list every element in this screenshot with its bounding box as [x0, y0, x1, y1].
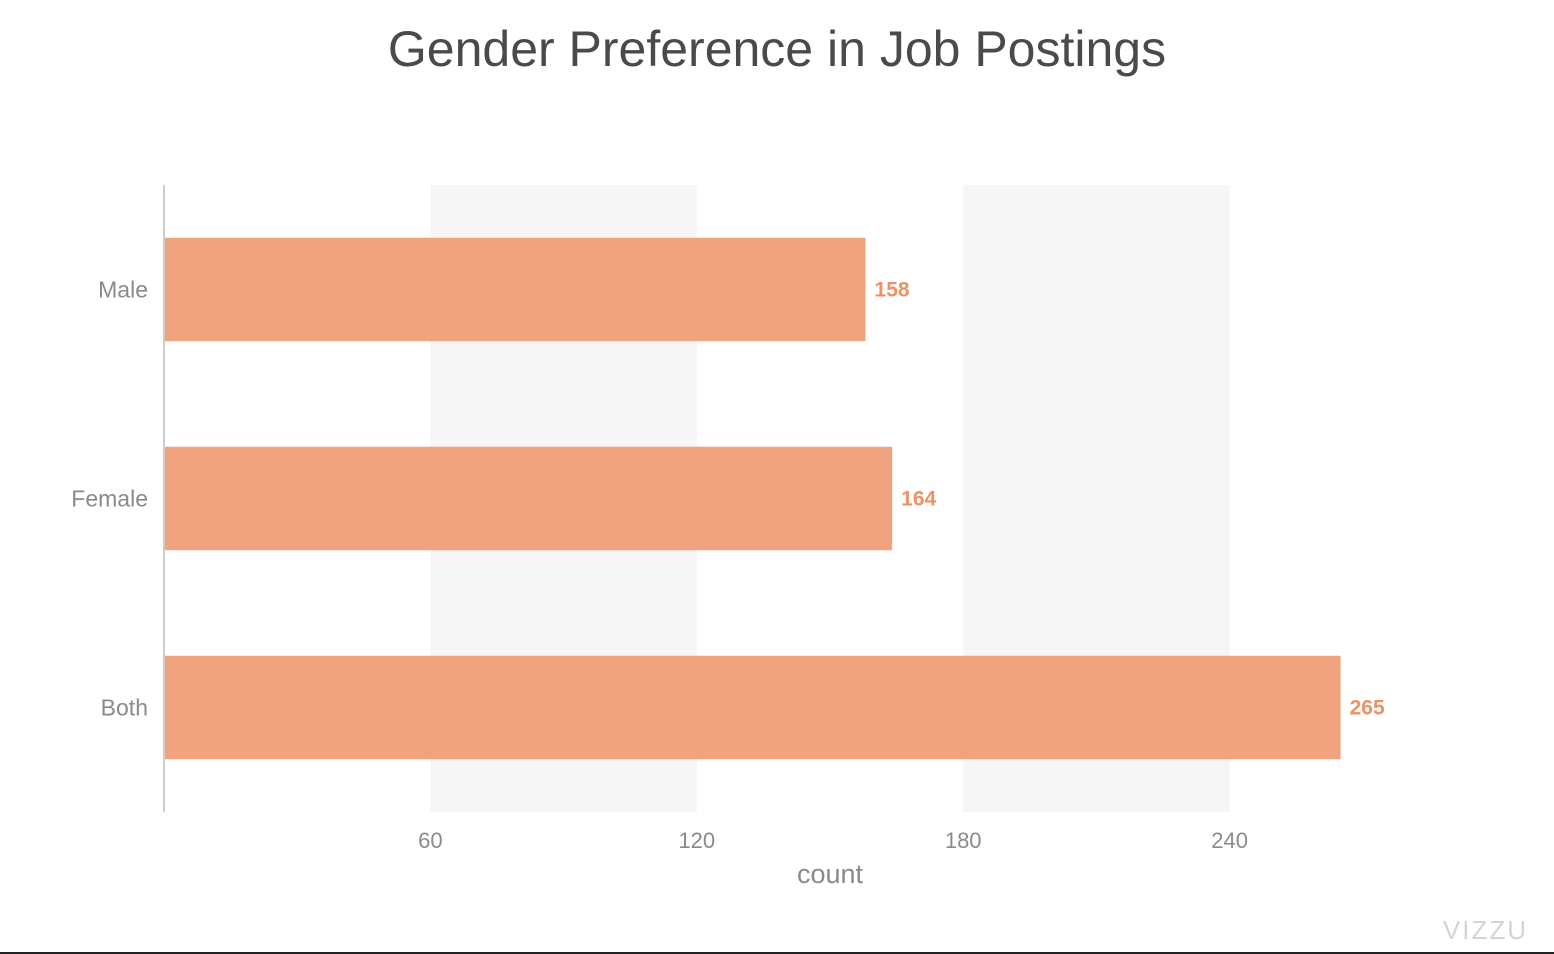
category-label-female: Female — [71, 486, 148, 512]
data-label-female: 164 — [901, 488, 936, 511]
vizzu-watermark-logo: VIZZU — [1442, 915, 1528, 945]
x-tick-labels-group: 60 120 180 240 — [418, 828, 1248, 853]
bar-female[interactable] — [164, 446, 893, 551]
chart-title: Gender Preference in Job Postings — [387, 21, 1167, 77]
x-tick-label: 60 — [418, 828, 442, 853]
bars-group — [164, 237, 1341, 760]
bar-both[interactable] — [164, 655, 1341, 760]
x-tick-label: 120 — [678, 828, 715, 853]
category-labels-group: Male Female Both — [71, 277, 148, 721]
data-label-male: 158 — [875, 279, 910, 302]
data-labels-group: 158 164 265 — [875, 279, 1385, 720]
x-axis-title: count — [797, 859, 864, 889]
bar-male[interactable] — [164, 237, 866, 342]
category-label-male: Male — [98, 277, 148, 303]
category-label-both: Both — [101, 695, 148, 721]
bottom-rule — [0, 952, 1554, 954]
data-label-both: 265 — [1350, 697, 1385, 720]
x-tick-label: 180 — [945, 828, 982, 853]
x-tick-label: 240 — [1211, 828, 1248, 853]
